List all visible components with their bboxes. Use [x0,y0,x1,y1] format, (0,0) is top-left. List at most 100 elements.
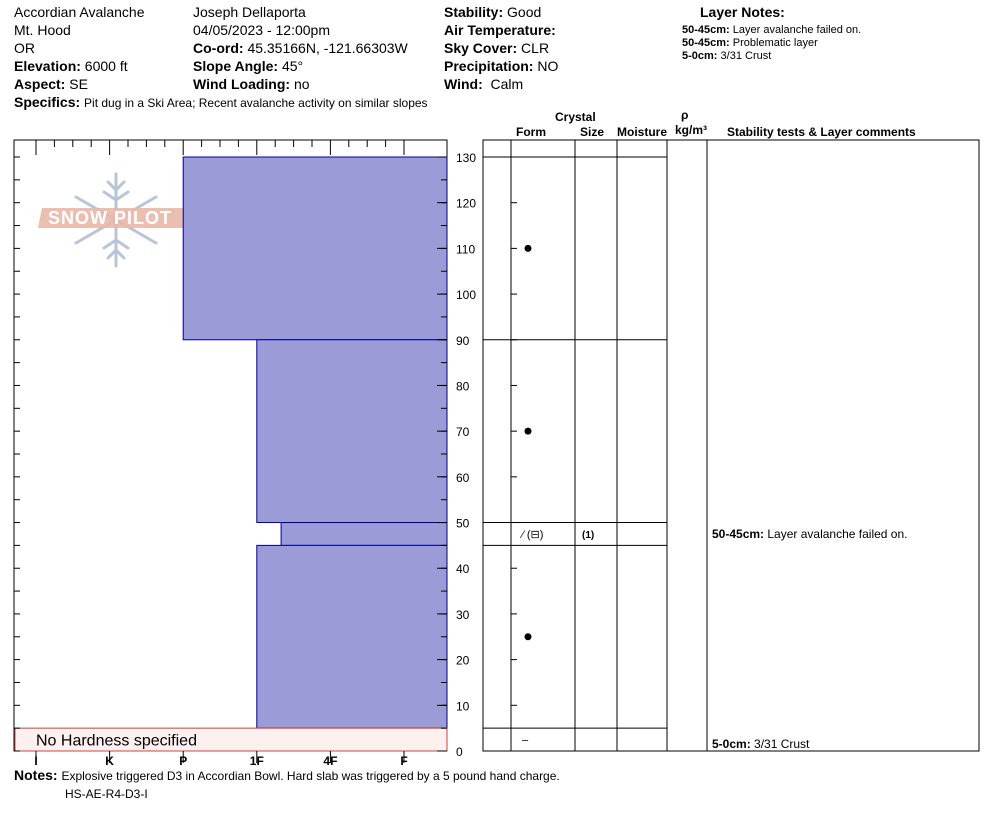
stability-label: Stability: [444,4,504,20]
hardness-bar [182,156,448,341]
form-header: Form [516,125,546,139]
no-hardness-layer [14,727,448,752]
hardness-bar [256,339,448,524]
layer-note-text: Problematic layer [732,37,818,49]
no-hardness-label: No Hardness specified [36,733,197,750]
elevation: Elevation: 6000 ft [14,57,128,75]
sky-cover: Sky Cover: CLR [444,39,549,57]
crystal-form-symbol: – [522,735,529,747]
snowpilot-logo: SNOW PILOT [38,170,198,270]
depth-tick-label: 130 [456,151,476,165]
depth-tick-label: 110 [456,242,475,256]
mountain-range: Mt. Hood [14,22,71,38]
hardness-bar [256,544,448,729]
notes-code: HS-AE-R4-D3-I [65,787,148,801]
wind: Wind: Calm [444,75,523,93]
layer-note-range: 50-45cm: [682,24,730,36]
notes: Notes: Explosive triggered D3 in Accordi… [14,766,560,784]
depth-tick-label: 30 [456,608,470,622]
crystal-form-symbol [524,244,532,252]
layer-comment-range: 50-45cm: [712,527,767,541]
coord-label: Co-ord: [193,40,244,56]
hardness-bar [280,522,448,546]
wind-loading-value: no [293,76,310,92]
hardness-tick-label: K [105,754,114,768]
crystal-size-label: (1) [582,530,594,541]
layer-comment: 5-0cm: 3/31 Crust [712,737,810,751]
depth-tick-label: 40 [456,562,470,576]
depth-tick-label: 0 [456,745,463,759]
density-unit: kg/m³ [675,123,708,137]
density-symbol: ρ [681,108,689,122]
layer-note-text: 3/31 Crust [720,50,772,62]
layer-comment-text: Layer avalanche failed on. [767,527,907,541]
depth-tick-label: 10 [456,699,470,713]
wind-label: Wind: [444,76,483,92]
observer-name: Joseph Dellaporta [193,4,306,20]
hardness-tick-label: F [400,754,407,768]
elevation-value: 6000 ft [84,58,128,74]
aspect-label: Aspect: [14,76,66,92]
layer-comment: 50-45cm: Layer avalanche failed on. [712,527,907,541]
slope-value: 45° [281,58,304,74]
depth-tick-label: 70 [456,425,470,439]
slope-angle: Slope Angle: 45° [193,57,303,75]
specifics: Specifics: Pit dug in a Ski Area; Recent… [14,93,428,111]
comments-header: Stability tests & Layer comments [727,125,916,139]
state: OR [14,40,35,56]
aspect-value: SE [69,76,88,92]
layer-note: 50-45cm: Layer avalanche failed on. [682,24,861,37]
crystal-form-symbol [524,427,532,435]
stability: Stability: Good [444,3,541,21]
coordinates: Co-ord: 45.35166N, -121.66303W [193,39,408,57]
wind-loading: Wind Loading: no [193,75,310,93]
hardness-tick-label: 1F [250,754,264,768]
size-header: Size [580,125,605,139]
wind-loading-label: Wind Loading: [193,76,291,92]
sky-value: CLR [521,40,550,56]
depth-tick-label: 90 [456,334,470,348]
specifics-value: Pit dug in a Ski Area; Recent avalanche … [84,96,428,110]
depth-tick-label: 20 [456,654,470,668]
snowflake-icon [38,172,194,268]
layer-note-text: Layer avalanche failed on. [732,24,862,36]
notes-text: Explosive triggered D3 in Accordian Bowl… [61,769,560,783]
aspect: Aspect: SE [14,75,88,93]
layer-comment-text: 3/31 Crust [754,737,810,751]
layer-note: 5-0cm: 3/31 Crust [682,50,771,63]
moisture-header: Moisture [617,125,668,139]
air-temp-label: Air Temperature: [444,22,556,38]
air-temperature: Air Temperature: [444,21,556,39]
comments-panel-frame [706,139,980,752]
stability-value: Good [507,4,542,20]
crystal-form-symbol: ⁄ (⊟) [519,529,543,541]
precip-label: Precipitation: [444,58,534,74]
depth-tick-label: 60 [456,471,470,485]
layer-note-range: 50-45cm: [682,37,730,49]
hardness-tick-label: I [34,754,37,768]
depth-tick-label: 80 [456,379,470,393]
depth-tick-label: 120 [456,197,476,211]
location-name: Accordian Avalanche [14,4,145,20]
observation-datetime: 04/05/2023 - 12:00pm [193,22,330,38]
specifics-label: Specifics: [14,94,81,110]
depth-tick-label: 100 [456,288,476,302]
layer-note-range: 5-0cm: [682,50,718,62]
precipitation: Precipitation: NO [444,57,558,75]
layer-notes-title: Layer Notes: [700,4,785,20]
crystal-form-symbol [524,633,532,641]
layer-comment-range: 5-0cm: [712,737,754,751]
hardness-tick-label: P [179,754,187,768]
depth-tick-label: 50 [456,517,470,531]
sky-label: Sky Cover: [444,40,518,56]
coord-value: 45.35166N, -121.66303W [247,40,408,56]
wind-value: Calm [490,76,524,92]
logo-text: SNOW PILOT [48,208,172,228]
hardness-tick-label: 4F [323,754,337,768]
crystal-header: Crystal [555,110,596,124]
precip-value: NO [537,58,559,74]
layer-note: 50-45cm: Problematic layer [682,37,818,50]
notes-label: Notes: [14,767,58,783]
slope-label: Slope Angle: [193,58,279,74]
